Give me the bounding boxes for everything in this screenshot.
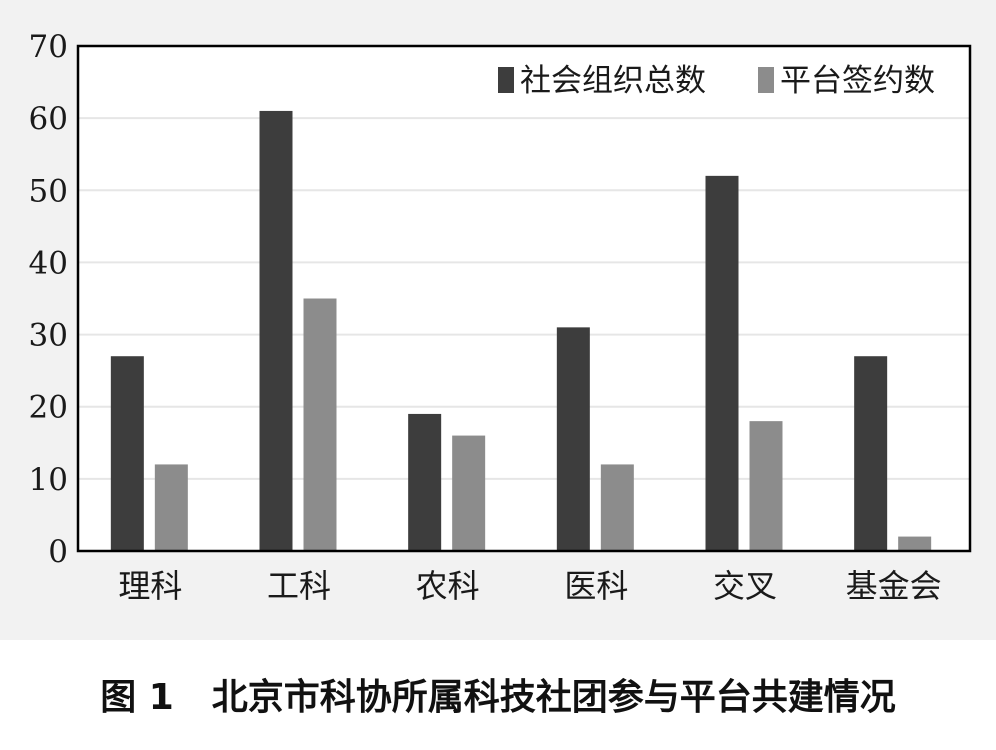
y-tick-label: 40 bbox=[29, 245, 68, 281]
y-tick-label: 30 bbox=[29, 318, 68, 354]
bar-total-organizations bbox=[705, 175, 739, 551]
figure-title: 北京市科协所属科技社团参与平台共建情况 bbox=[211, 677, 896, 718]
legend-label-signed: 平台签约数 bbox=[780, 63, 935, 99]
y-tick-label: 10 bbox=[29, 462, 68, 498]
x-category-label: 理科 bbox=[118, 567, 182, 605]
y-tick-label: 50 bbox=[29, 173, 68, 209]
y-tick-label: 0 bbox=[48, 534, 68, 570]
legend: 社会组织总数 平台签约数 bbox=[498, 63, 935, 99]
bar-platform-signed bbox=[600, 464, 634, 551]
bar-chart: 0 10 20 30 40 50 60 70 理科 工科 农科 医科 交叉 基金会 社会组织总数 平台签约数 bbox=[29, 29, 972, 605]
bar-total-organizations bbox=[408, 413, 442, 551]
y-tick-label: 60 bbox=[29, 101, 68, 137]
bar-total-organizations bbox=[259, 110, 293, 551]
gridlines bbox=[78, 46, 970, 551]
x-category-label: 基金会 bbox=[846, 567, 942, 605]
plot-background bbox=[78, 46, 970, 551]
bar-platform-signed bbox=[154, 464, 188, 551]
bar-total-organizations bbox=[556, 327, 590, 551]
x-category-label: 工科 bbox=[267, 567, 331, 605]
bar-total-organizations bbox=[110, 356, 144, 551]
x-category-label: 农科 bbox=[416, 567, 480, 605]
figure-caption: 图 1 北京市科协所属科技社团参与平台共建情况 bbox=[0, 668, 996, 720]
figure-number: 图 1 bbox=[100, 677, 174, 718]
bars bbox=[110, 110, 932, 551]
y-tick-label: 20 bbox=[29, 390, 68, 426]
chart-area: 0 10 20 30 40 50 60 70 理科 工科 农科 医科 交叉 基金会 社会组织总数 平台签约数 bbox=[0, 0, 996, 640]
bar-platform-signed bbox=[749, 421, 783, 551]
bar-total-organizations bbox=[854, 356, 888, 551]
legend-swatch-total bbox=[498, 67, 514, 93]
axes: 0 10 20 30 40 50 60 70 理科 工科 农科 医科 交叉 基金会 bbox=[29, 29, 972, 605]
legend-label-total: 社会组织总数 bbox=[520, 63, 706, 99]
y-tick-label: 70 bbox=[29, 29, 68, 65]
x-category-label: 医科 bbox=[564, 567, 628, 605]
bar-platform-signed bbox=[303, 298, 337, 551]
plot-frame bbox=[76, 44, 972, 553]
legend-swatch-signed bbox=[758, 67, 774, 93]
bar-platform-signed bbox=[898, 536, 932, 551]
bar-platform-signed bbox=[452, 435, 486, 551]
x-category-label: 交叉 bbox=[713, 567, 777, 605]
